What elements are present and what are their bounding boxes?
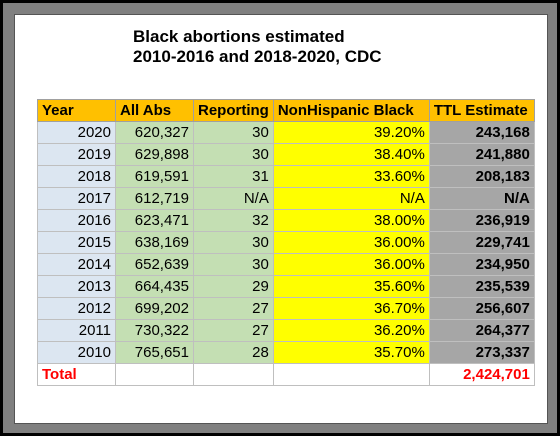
total-value: 2,424,701 (428, 363, 535, 386)
all-abs-cell: 652,639 (115, 253, 194, 276)
all-abs-cell: 638,169 (115, 231, 194, 254)
header-ttl-estimate: TTL Estimate (428, 99, 535, 122)
header-year: Year (37, 99, 116, 122)
table-row: 2017 612,719 N/A N/A N/A (37, 187, 535, 210)
nonhispanic-black-cell: 38.00% (272, 209, 430, 232)
nonhispanic-black-cell: 35.60% (272, 275, 430, 298)
ttl-estimate-cell: 273,337 (428, 341, 535, 364)
header-all-abs: All Abs (115, 99, 194, 122)
year-cell: 2015 (37, 231, 116, 254)
nonhispanic-black-cell: 36.00% (272, 253, 430, 276)
year-cell: 2013 (37, 275, 116, 298)
title-line-2: 2010-2016 and 2018-2020, CDC (133, 47, 382, 66)
header-row: Year All Abs Reporting NonHispanic Black… (37, 99, 535, 122)
ttl-estimate-cell: 241,880 (428, 143, 535, 166)
all-abs-cell: 623,471 (115, 209, 194, 232)
all-abs-cell: 620,327 (115, 121, 194, 144)
reporting-cell: 30 (193, 231, 274, 254)
chart-title: Black abortions estimated 2010-2016 and … (133, 27, 382, 67)
year-cell: 2011 (37, 319, 116, 342)
all-abs-cell: 664,435 (115, 275, 194, 298)
nonhispanic-black-cell: 36.20% (272, 319, 430, 342)
reporting-cell: 27 (193, 297, 274, 320)
year-cell: 2019 (37, 143, 116, 166)
table-row: 2014 652,639 30 36.00% 234,950 (37, 253, 535, 276)
total-label: Total (37, 363, 116, 386)
all-abs-cell: 730,322 (115, 319, 194, 342)
table-row: 2012 699,202 27 36.70% 256,607 (37, 297, 535, 320)
reporting-cell: 27 (193, 319, 274, 342)
abortion-table: Year All Abs Reporting NonHispanic Black… (37, 99, 535, 386)
nonhispanic-black-cell: 39.20% (272, 121, 430, 144)
total-row: Total 2,424,701 (37, 363, 535, 386)
all-abs-cell: 699,202 (115, 297, 194, 320)
reporting-cell: 31 (193, 165, 274, 188)
table-body: 2020 620,327 30 39.20% 243,168 2019 629,898 30 3… (37, 121, 535, 386)
year-cell: 2018 (37, 165, 116, 188)
reporting-cell: 30 (193, 253, 274, 276)
reporting-cell: 30 (193, 143, 274, 166)
table-row: 2013 664,435 29 35.60% 235,539 (37, 275, 535, 298)
nonhispanic-black-cell: 33.60% (272, 165, 430, 188)
table-row: 2018 619,591 31 33.60% 208,183 (37, 165, 535, 188)
nonhispanic-black-cell: N/A (272, 187, 430, 210)
ttl-estimate-cell: N/A (428, 187, 535, 210)
title-line-1: Black abortions estimated (133, 27, 345, 46)
year-cell: 2016 (37, 209, 116, 232)
table-row: 2011 730,322 27 36.20% 264,377 (37, 319, 535, 342)
nonhispanic-black-cell: 36.00% (272, 231, 430, 254)
ttl-estimate-cell: 234,950 (428, 253, 535, 276)
ttl-estimate-cell: 229,741 (428, 231, 535, 254)
table-row: 2016 623,471 32 38.00% 236,919 (37, 209, 535, 232)
total-empty-cell (272, 363, 430, 386)
ttl-estimate-cell: 256,607 (428, 297, 535, 320)
year-cell: 2014 (37, 253, 116, 276)
year-cell: 2012 (37, 297, 116, 320)
reporting-cell: N/A (193, 187, 274, 210)
table-row: 2019 629,898 30 38.40% 241,880 (37, 143, 535, 166)
year-cell: 2010 (37, 341, 116, 364)
reporting-cell: 28 (193, 341, 274, 364)
ttl-estimate-cell: 235,539 (428, 275, 535, 298)
table-panel: Black abortions estimated 2010-2016 and … (14, 14, 548, 424)
year-cell: 2020 (37, 121, 116, 144)
nonhispanic-black-cell: 38.40% (272, 143, 430, 166)
year-cell: 2017 (37, 187, 116, 210)
ttl-estimate-cell: 243,168 (428, 121, 535, 144)
ttl-estimate-cell: 236,919 (428, 209, 535, 232)
ttl-estimate-cell: 208,183 (428, 165, 535, 188)
total-empty-cell (115, 363, 194, 386)
ttl-estimate-cell: 264,377 (428, 319, 535, 342)
reporting-cell: 30 (193, 121, 274, 144)
total-empty-cell (193, 363, 274, 386)
header-reporting: Reporting (193, 99, 274, 122)
all-abs-cell: 629,898 (115, 143, 194, 166)
nonhispanic-black-cell: 35.70% (272, 341, 430, 364)
table-row: 2010 765,651 28 35.70% 273,337 (37, 341, 535, 364)
reporting-cell: 29 (193, 275, 274, 298)
table-row: 2015 638,169 30 36.00% 229,741 (37, 231, 535, 254)
header-nonhispanic-black: NonHispanic Black (272, 99, 430, 122)
all-abs-cell: 765,651 (115, 341, 194, 364)
all-abs-cell: 612,719 (115, 187, 194, 210)
table-row: 2020 620,327 30 39.20% 243,168 (37, 121, 535, 144)
all-abs-cell: 619,591 (115, 165, 194, 188)
nonhispanic-black-cell: 36.70% (272, 297, 430, 320)
reporting-cell: 32 (193, 209, 274, 232)
